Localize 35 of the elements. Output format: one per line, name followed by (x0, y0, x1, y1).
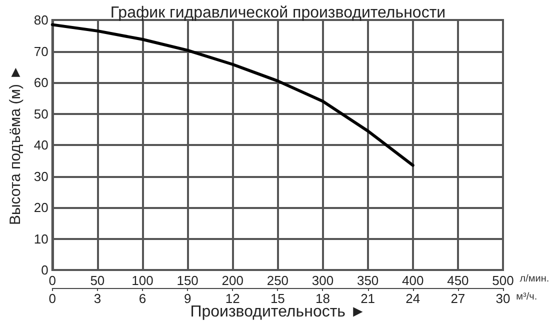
x-tick-label: 50 (90, 273, 105, 288)
y-tick-label: 70 (34, 44, 48, 59)
x2-tick-label: 30 (496, 291, 510, 306)
chart-title: График гидравлической производительности (110, 4, 446, 22)
x2-tick-label: 24 (406, 291, 420, 306)
y-axis-title: Высота подъёма (м) ► (7, 64, 24, 226)
x2-tick-label: 12 (225, 291, 240, 306)
x2-tick-label: 6 (138, 291, 146, 306)
x-tick-label: 250 (266, 273, 289, 288)
x-tick-label: 300 (312, 273, 334, 288)
y-tick-label: 50 (34, 106, 48, 122)
y-tick-label: 0 (41, 262, 48, 278)
text: Производительность ► (190, 304, 366, 320)
x-tick-label: 400 (402, 273, 424, 288)
x2-tick-label: 27 (450, 291, 466, 306)
x-tick-label: 200 (222, 273, 244, 288)
x-axis-title: л/мин. (520, 274, 550, 284)
y-tick-label: 80 (34, 12, 48, 28)
y-tick-label: 40 (34, 138, 48, 152)
x2-tick-label: 3 (94, 291, 102, 306)
x-tick-label: 500 (492, 273, 514, 288)
y-tick-label: 60 (34, 75, 48, 90)
x-tick-label: 150 (176, 273, 198, 288)
y-tick-label: 20 (34, 200, 48, 215)
x2-axis-title: м³/ч. (516, 292, 538, 302)
x2-tick-label: 15 (270, 291, 285, 306)
x2-tick-label: 9 (184, 291, 192, 306)
line-series (50, 23, 414, 167)
x2-tick-label: 21 (360, 291, 376, 306)
x2-tick-label: 18 (316, 291, 330, 306)
x-tick-label: 450 (447, 273, 469, 288)
x-tick-label: 350 (356, 273, 379, 288)
x-tick-label: 100 (132, 273, 154, 288)
y-tick-label: 10 (34, 231, 48, 246)
y-tick-label: 30 (34, 168, 48, 184)
